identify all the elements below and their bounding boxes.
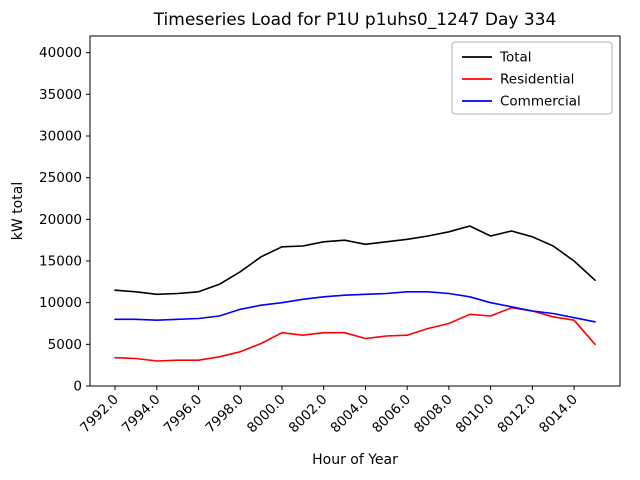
x-axis-label: Hour of Year <box>312 452 398 468</box>
y-axis-ticks: 0 5000 10000 15000 20000 25000 30000 35000 40000 <box>39 45 90 395</box>
legend: Total Residential Commercial <box>451 41 613 115</box>
y-tick-label: 20000 <box>39 212 82 228</box>
y-tick-label: 0 <box>73 379 82 395</box>
x-tick-label: 7998.0 <box>202 392 247 437</box>
legend-label-total: Total <box>499 50 532 66</box>
y-tick-label: 30000 <box>39 129 82 145</box>
x-axis-ticks: 7992.07994.07996.07998.08000.08002.08004… <box>77 386 581 436</box>
x-tick-label: 8010.0 <box>453 392 498 437</box>
x-tick-label: 7994.0 <box>119 392 164 437</box>
x-tick-label: 8012.0 <box>494 392 539 437</box>
legend-label-commercial: Commercial <box>500 94 581 110</box>
x-tick-label: 8004.0 <box>328 392 373 437</box>
y-tick-label: 40000 <box>39 45 82 61</box>
y-tick-label: 5000 <box>48 337 82 353</box>
x-tick-label: 8014.0 <box>536 392 581 437</box>
series-line-commercial <box>114 290 596 323</box>
chart-title: Timeseries Load for P1U p1uhs0_1247 Day … <box>153 10 557 30</box>
y-tick-label: 10000 <box>39 295 82 311</box>
x-tick-label: 8008.0 <box>411 392 456 437</box>
legend-label-residential: Residential <box>500 72 574 88</box>
x-tick-label: 7992.0 <box>77 392 122 437</box>
plot-border <box>89 35 621 387</box>
plot-area: 0 5000 10000 15000 20000 25000 30000 35000 40000… <box>39 35 621 436</box>
y-tick-label: 35000 <box>39 87 82 103</box>
x-tick-label: 8002.0 <box>286 392 331 437</box>
x-tick-label: 7996.0 <box>161 392 206 437</box>
x-tick-label: 8006.0 <box>369 392 414 437</box>
legend-box <box>451 41 613 115</box>
y-tick-label: 15000 <box>39 254 82 270</box>
y-tick-label: 25000 <box>39 170 82 186</box>
x-tick-label: 8000.0 <box>244 392 289 437</box>
series-line-residential <box>114 306 596 362</box>
y-axis-label: kW total <box>10 182 26 240</box>
series-line-total <box>114 225 596 296</box>
